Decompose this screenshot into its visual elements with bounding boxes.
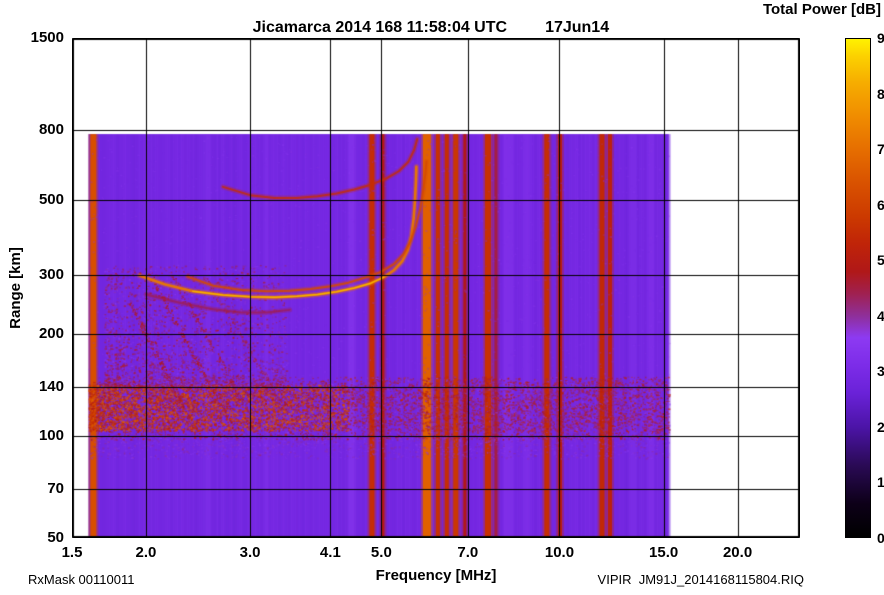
colorbar-tick-label: 90 bbox=[877, 30, 884, 46]
y-tick-label: 200 bbox=[38, 325, 64, 343]
y-tick-label: 140 bbox=[38, 377, 64, 395]
colorbar-tick-label: 0 bbox=[877, 530, 884, 546]
colorbar-tick-label: 70 bbox=[877, 141, 884, 158]
colorbar-tick-label: 60 bbox=[877, 196, 884, 213]
colorbar-tick-label: 40 bbox=[877, 307, 884, 324]
colorbar-title: Total Power [dB] bbox=[762, 1, 881, 18]
y-tick-label: 500 bbox=[38, 190, 64, 208]
colorbar bbox=[845, 38, 871, 538]
footer-rxmask: RxMask 00110011 bbox=[28, 572, 135, 587]
chart-date: 17Jun14 bbox=[545, 19, 610, 36]
x-tick-label: 5.0 bbox=[370, 544, 392, 561]
chart-title: Jicamarca 2014 168 11:58:04 UTC bbox=[252, 19, 508, 36]
y-tick-label: 100 bbox=[38, 427, 64, 445]
x-tick-label: 4.1 bbox=[319, 544, 341, 561]
y-tick-label: 1500 bbox=[30, 29, 64, 46]
colorbar-tick-label: 10 bbox=[877, 474, 884, 491]
colorbar-tick-label: 50 bbox=[877, 252, 884, 269]
x-tick-label: 2.0 bbox=[135, 544, 157, 561]
x-tick-label: 20.0 bbox=[722, 544, 753, 561]
x-tick-label: 10.0 bbox=[544, 544, 575, 561]
chart-title-row: Jicamarca 2014 168 11:58:04 UTC 17Jun14 bbox=[58, 1, 786, 55]
y-tick-label: 50 bbox=[47, 529, 64, 546]
y-tick-label: 70 bbox=[47, 479, 64, 497]
x-tick-label: 15.0 bbox=[649, 544, 679, 561]
colorbar-tick-label: 30 bbox=[877, 363, 884, 380]
x-tick-label: 1.5 bbox=[61, 544, 83, 561]
colorbar-tick-label: 20 bbox=[877, 418, 884, 435]
x-axis-label: Frequency [MHz] bbox=[375, 567, 497, 584]
x-tick-label: 3.0 bbox=[239, 544, 261, 561]
y-tick-label: 300 bbox=[38, 265, 64, 283]
x-tick-label: 7.0 bbox=[457, 544, 479, 561]
y-tick-label: 800 bbox=[38, 121, 64, 139]
colorbar-tick-label: 80 bbox=[877, 85, 884, 102]
footer-filename: VIPIR JM91J_2014168115804.RIQ bbox=[597, 572, 804, 587]
ionogram-plot bbox=[72, 38, 800, 538]
